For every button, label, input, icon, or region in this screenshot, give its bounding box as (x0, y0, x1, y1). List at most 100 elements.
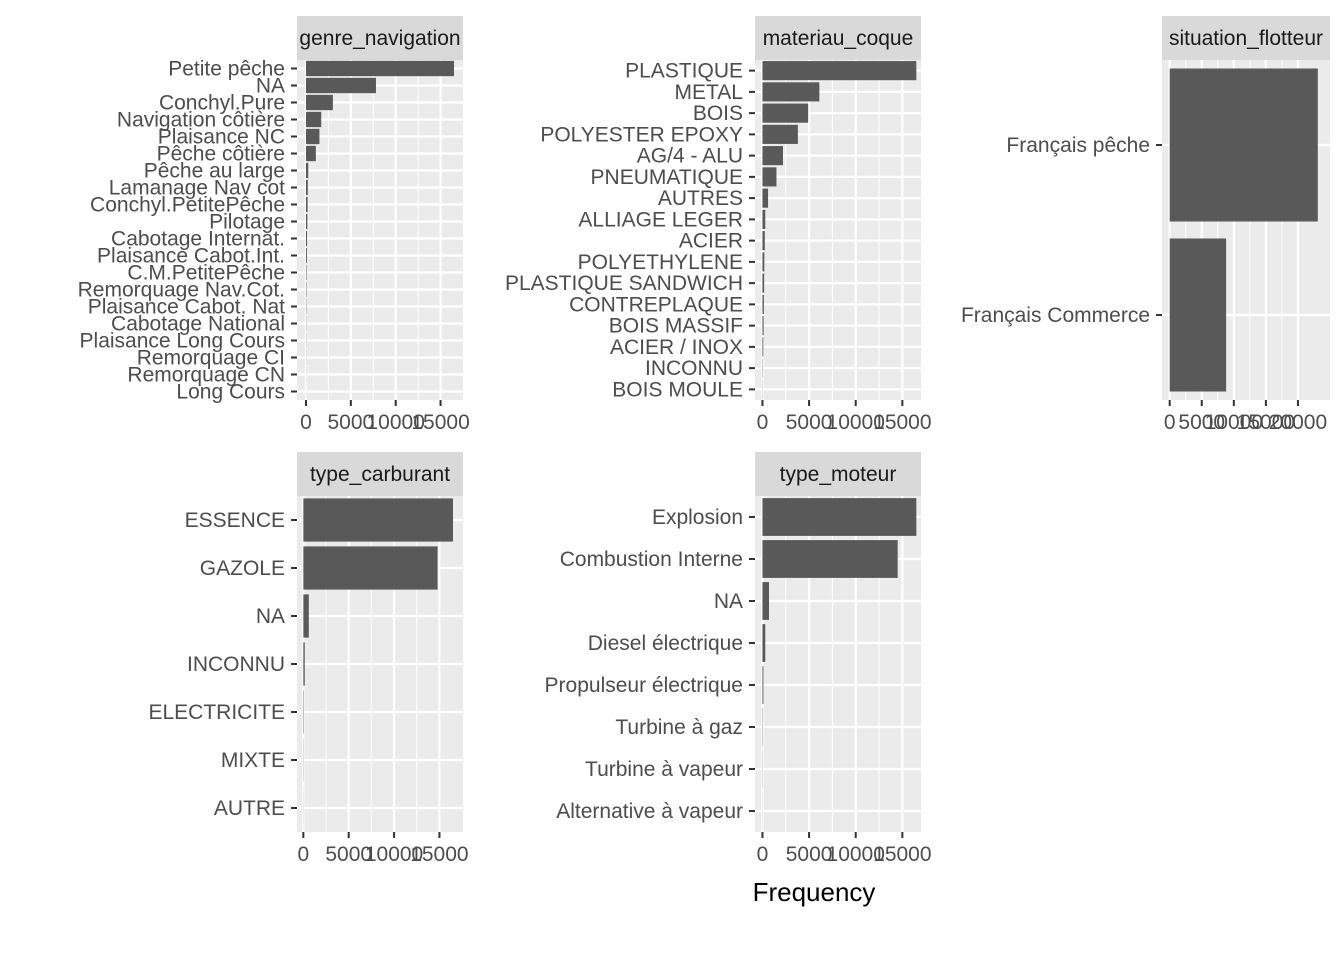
category-label: Diesel électrique (588, 632, 743, 655)
facet-title: materiau_coque (763, 27, 914, 50)
x-tick-label: 15000 (873, 843, 931, 866)
bar-type_moteur-4 (762, 666, 764, 704)
x-tick-label: 5000 (1178, 411, 1225, 434)
bar-type_moteur-1 (762, 540, 898, 578)
bar-materiau_coque-5 (762, 167, 777, 187)
category-label: NA (256, 605, 285, 628)
category-label: Long Cours (176, 381, 285, 404)
bar-type_carburant-2 (303, 594, 309, 638)
bar-genre_navigation-1 (305, 77, 376, 94)
category-label: CONTREPLAQUE (569, 293, 743, 316)
category-label: Turbine à gaz (615, 716, 743, 739)
category-label: C.M.PetitePêche (127, 262, 285, 285)
category-label: AUTRES (658, 187, 743, 210)
bar-genre_navigation-2 (305, 94, 333, 111)
bar-type_carburant-3 (303, 642, 305, 686)
bar-genre_navigation-12 (305, 264, 307, 281)
category-label: AUTRE (214, 797, 285, 820)
category-label: Plaisance Cabot.Int. (97, 245, 285, 268)
bar-genre_navigation-8 (305, 196, 308, 213)
bar-materiau_coque-1 (762, 82, 820, 102)
category-label: Remorquage CN (127, 364, 285, 387)
category-label: Combustion Interne (560, 548, 743, 571)
category-label: METAL (675, 81, 743, 104)
bar-genre_navigation-3 (305, 111, 322, 128)
bar-materiau_coque-11 (762, 294, 764, 314)
bar-materiau_coque-7 (762, 209, 766, 229)
facet-strip (755, 16, 921, 60)
bar-situation_flotteur-1 (1169, 238, 1227, 392)
category-label: ELECTRICITE (148, 701, 285, 724)
bar-materiau_coque-10 (762, 273, 765, 293)
category-label: NA (256, 75, 285, 98)
category-label: INCONNU (187, 653, 285, 676)
x-tick-label: 10000 (827, 411, 885, 434)
bar-materiau_coque-13 (762, 337, 764, 357)
bar-genre_navigation-7 (305, 179, 308, 196)
facet-strip (297, 16, 463, 60)
category-label: POLYETHYLENE (578, 251, 743, 274)
x-tick-label: 10000 (1205, 411, 1263, 434)
facet-title: situation_flotteur (1169, 27, 1323, 50)
category-label: POLYESTER EPOXY (540, 123, 743, 146)
category-label: PLASTIQUE (625, 60, 743, 83)
category-label: Français Commerce (961, 304, 1150, 327)
category-label: Turbine à vapeur (585, 758, 743, 781)
category-label: Remorquage Nav.Cot. (78, 279, 285, 302)
category-label: Pêche côtière (157, 143, 285, 166)
category-label: Plaisance Long Cours (80, 330, 285, 353)
facet-strip (1162, 16, 1330, 60)
category-label: BOIS MOULE (612, 378, 743, 401)
x-tick-label: 20000 (1269, 411, 1327, 434)
facet-type_moteur: type_moteur Explosion Combustion Interne NA… (545, 452, 932, 866)
category-label: INCONNU (645, 357, 743, 380)
category-label: ESSENCE (185, 509, 285, 532)
x-tick-label: 10000 (827, 843, 885, 866)
category-label: PLASTIQUE SANDWICH (505, 272, 743, 295)
category-label: Petite pêche (168, 58, 285, 81)
facet-genre_navigation: genre_navigation Petite pêcheNAConchyl.Pu… (78, 16, 470, 434)
bar-type_moteur-3 (762, 624, 766, 662)
category-label: Français pêche (1006, 134, 1150, 157)
category-label: AG/4 - ALU (637, 145, 743, 168)
bar-genre_navigation-10 (305, 230, 308, 247)
facet-strip (755, 452, 921, 496)
x-tick-label: 0 (757, 411, 769, 434)
category-label: BOIS (693, 102, 743, 125)
bar-type_carburant-0 (303, 498, 454, 542)
bar-genre_navigation-9 (305, 213, 308, 230)
category-label: Cabotage National (111, 313, 285, 336)
x-tick-label: 0 (1164, 411, 1176, 434)
bar-genre_navigation-11 (305, 247, 307, 264)
x-tick-label: 15000 (873, 411, 931, 434)
bar-genre_navigation-6 (305, 162, 309, 179)
category-label: Plaisance NC (158, 126, 285, 149)
x-tick-label: 5000 (786, 843, 833, 866)
category-label: NA (714, 590, 743, 613)
category-label: MIXTE (221, 749, 285, 772)
facet-strip (297, 452, 463, 496)
category-label: Remorquage CI (137, 347, 285, 370)
x-tick-label: 0 (757, 843, 769, 866)
x-tick-label: 15000 (1237, 411, 1295, 434)
bar-type_carburant-1 (303, 546, 438, 590)
facet-title: type_moteur (780, 463, 897, 486)
bar-situation_flotteur-0 (1169, 68, 1318, 222)
x-tick-label: 10000 (365, 843, 423, 866)
x-axis-title: Frequency (753, 877, 876, 907)
bar-materiau_coque-2 (762, 103, 809, 123)
x-tick-label: 0 (300, 411, 312, 434)
x-tick-label: 0 (298, 843, 310, 866)
bar-type_moteur-0 (762, 498, 917, 536)
x-tick-label: 15000 (411, 411, 469, 434)
category-label: Navigation côtière (117, 109, 285, 132)
category-label: Propulseur électrique (545, 674, 743, 697)
bar-genre_navigation-0 (305, 60, 455, 77)
bar-type_moteur-2 (762, 582, 769, 620)
category-label: Cabotage Internat. (111, 228, 285, 251)
category-label: Explosion (652, 506, 743, 529)
facet-title: type_carburant (310, 463, 450, 486)
category-label: Pilotage (209, 211, 285, 234)
category-label: Conchyl.Pure (159, 92, 285, 115)
